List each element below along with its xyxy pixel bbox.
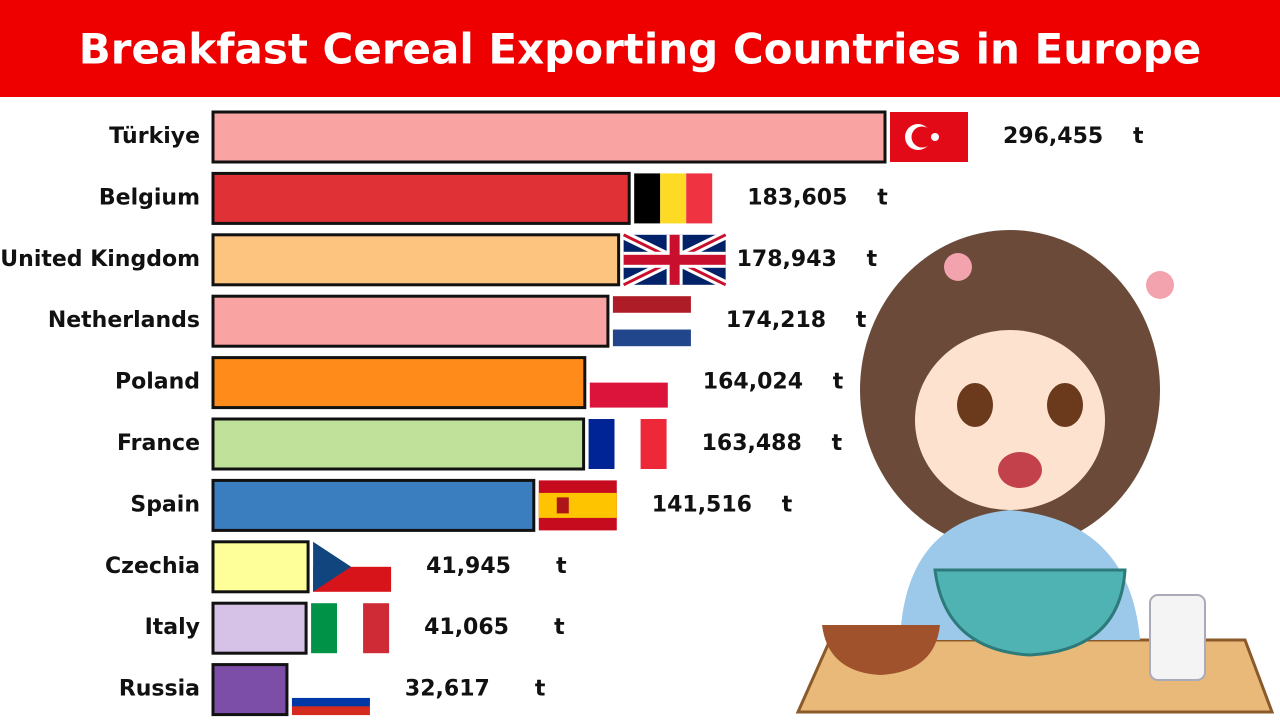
flag-part — [634, 173, 661, 224]
flag-part — [931, 133, 939, 141]
bar — [211, 417, 586, 471]
hair-bow — [1146, 271, 1174, 299]
title-banner — [0, 0, 1280, 97]
flag — [621, 230, 728, 289]
unit-label: t — [856, 308, 867, 333]
flag — [612, 296, 691, 347]
flag-part — [291, 706, 370, 716]
flag-part — [556, 497, 569, 514]
eye — [1047, 383, 1083, 427]
flag — [538, 480, 617, 531]
unit-label: t — [535, 677, 546, 702]
category-label: Netherlands — [48, 308, 200, 333]
value-label: 32,617 — [405, 677, 490, 702]
category-label: Italy — [145, 615, 200, 640]
value-label: 41,065 — [424, 615, 509, 640]
unit-label: t — [556, 554, 567, 579]
hair-bow — [944, 253, 972, 281]
unit-label: t — [832, 431, 843, 456]
flag-part — [588, 419, 615, 469]
flag-part — [363, 603, 390, 654]
category-label: France — [117, 431, 200, 456]
bar — [211, 110, 887, 164]
value-label: 174,218 — [726, 308, 826, 333]
value-label: 178,943 — [737, 247, 837, 272]
flag-part — [612, 296, 691, 313]
face — [915, 330, 1105, 510]
category-label: Russia — [119, 677, 200, 702]
unit-label: t — [1133, 124, 1144, 149]
bar — [211, 356, 587, 410]
value-label: 163,488 — [702, 431, 802, 456]
flag-part — [311, 603, 338, 654]
bar — [211, 171, 631, 225]
value-label: 141,516 — [652, 492, 752, 517]
flag — [313, 541, 392, 592]
flag-part — [686, 173, 713, 224]
category-label: Türkiye — [109, 124, 200, 149]
bar — [211, 663, 289, 717]
milk-glass — [1149, 594, 1206, 681]
flag-part — [612, 329, 691, 347]
flag-part — [313, 541, 352, 592]
flag-part — [291, 697, 370, 707]
bar — [211, 294, 610, 348]
category-label: Czechia — [105, 554, 200, 579]
flag-part — [623, 254, 726, 265]
eye — [957, 383, 993, 427]
unit-label: t — [833, 370, 844, 395]
flag-part — [660, 173, 687, 224]
flag-part — [612, 312, 691, 330]
value-label: 164,024 — [703, 370, 803, 395]
bar — [211, 540, 310, 594]
flag — [291, 689, 370, 716]
bar — [211, 601, 308, 655]
category-label: Poland — [115, 370, 200, 395]
flag-part — [911, 126, 933, 148]
bar — [211, 233, 621, 287]
illustration — [795, 230, 1275, 714]
flag — [589, 382, 668, 408]
unit-label: t — [554, 615, 565, 640]
unit-label: t — [877, 185, 888, 210]
flag-part — [589, 382, 668, 408]
flag-part — [614, 419, 641, 469]
mouth — [998, 452, 1042, 488]
small-bowl — [822, 625, 940, 675]
flag-part — [640, 419, 667, 469]
category-label: Belgium — [99, 185, 200, 210]
flag — [588, 419, 667, 469]
value-label: 296,455 — [1003, 124, 1103, 149]
category-label: United Kingdom — [0, 247, 200, 272]
flag-part — [291, 689, 370, 699]
unit-label: t — [782, 492, 793, 517]
flag-part — [337, 603, 364, 654]
bowl — [933, 568, 1127, 657]
value-label: 41,945 — [426, 554, 511, 579]
chart-title: Breakfast Cereal Exporting Countries in … — [79, 25, 1202, 74]
flag — [634, 173, 713, 224]
flag-part — [538, 492, 617, 518]
unit-label: t — [867, 247, 878, 272]
bar — [211, 478, 536, 532]
flag — [890, 112, 968, 162]
category-label: Spain — [130, 492, 200, 517]
value-label: 183,605 — [747, 185, 847, 210]
flag — [311, 603, 390, 654]
